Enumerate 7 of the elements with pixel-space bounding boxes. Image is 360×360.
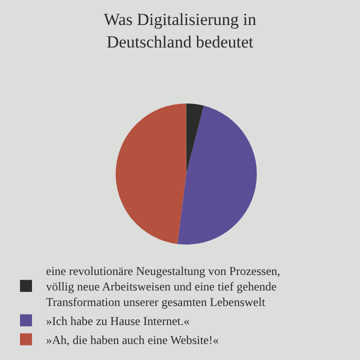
pie-slice [116, 103, 186, 244]
legend-label: »Ich habe zu Hause Internet.« [46, 314, 190, 328]
pie-slice [186, 103, 204, 174]
chart-title: Was Digitalisierung in Deutschland bedeutet [104, 10, 257, 52]
legend-label: »Ah, die haben auch eine Website!« [46, 332, 219, 347]
pie-slice [177, 106, 257, 245]
legend-label: eine revolutionäre Neugestaltung von Prozessen, völlig neue Arbeitsweisen und eine tief gehende Transformation unserer gesamten Lebenswelt [46, 264, 280, 310]
